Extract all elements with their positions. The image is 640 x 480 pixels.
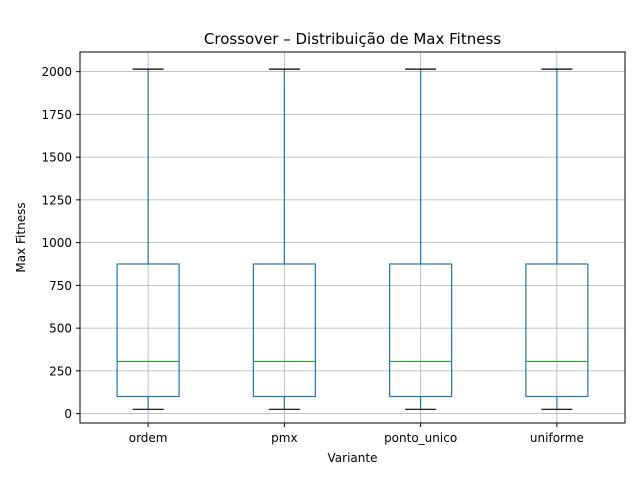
y-tick-label: 750 (49, 279, 72, 293)
y-tick-label: 500 (49, 322, 72, 336)
x-axis-label: Variante (328, 451, 378, 465)
axis-ticks: 0 250 500 750 1000 1250 1500 1750 2000 ordem pmx po… (41, 65, 583, 445)
iqr-box (252, 263, 316, 398)
x-tick-label: pmx (271, 431, 297, 445)
iqr-box (116, 263, 180, 398)
box-ponto_unico (389, 68, 453, 410)
plot-area-frame (79, 51, 626, 424)
x-tick-label: uniforme (530, 431, 584, 445)
x-tick-label: ponto_unico (384, 431, 457, 445)
y-tick-label: 1000 (41, 236, 72, 250)
boxes (116, 68, 589, 410)
y-axis-label: Max Fitness (14, 202, 28, 272)
y-tick-label: 250 (49, 364, 72, 378)
chart-title: Crossover – Distribuição de Max Fitness (204, 30, 501, 48)
grid-lines (80, 52, 625, 423)
y-tick-label: 1500 (41, 151, 72, 165)
x-tick-label: ordem (129, 431, 168, 445)
box-ordem (116, 68, 180, 410)
iqr-box (525, 263, 589, 398)
box-uniforme (525, 68, 589, 410)
y-tick-label: 2000 (41, 65, 72, 79)
box-pmx (252, 68, 316, 410)
y-tick-label: 1750 (41, 108, 72, 122)
y-tick-label: 0 (64, 407, 72, 421)
iqr-box (389, 263, 453, 398)
y-tick-label: 1250 (41, 193, 72, 207)
